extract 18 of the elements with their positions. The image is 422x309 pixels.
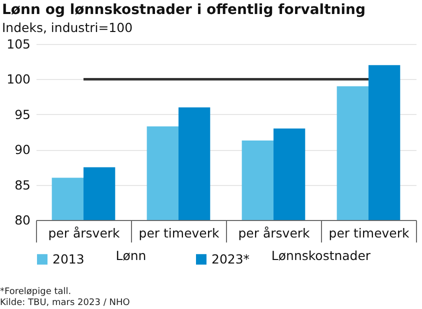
- x-tick-label: per timeverk: [138, 226, 220, 240]
- legend-label: 2023*: [212, 251, 250, 266]
- x-tick-label: per årsverk: [238, 226, 311, 240]
- text: Kilde: TBU, mars 2023 / NHO: [0, 298, 130, 308]
- y-tick-label: 95: [14, 106, 30, 122]
- y-tick-label: 80: [14, 212, 31, 228]
- y-tick-label: 90: [14, 142, 31, 158]
- chart-title: Lønn og lønnskostnader i offentlig forvaltning: [2, 2, 366, 18]
- text: Lønnskostnader: [271, 248, 371, 263]
- x-tick-label: per årsverk: [48, 226, 121, 240]
- chart-subtitle: Indeks, industri=100: [2, 20, 133, 35]
- y-tick-label: 105: [6, 36, 30, 52]
- legend-label: 2013: [52, 251, 84, 266]
- y-tick-label: 85: [14, 177, 30, 192]
- text: *Foreløpige tall.: [0, 287, 72, 298]
- y-tick-label: 100: [6, 72, 31, 87]
- text: Lønn: [116, 248, 146, 263]
- x-tick-label: per timeverk: [328, 226, 410, 240]
